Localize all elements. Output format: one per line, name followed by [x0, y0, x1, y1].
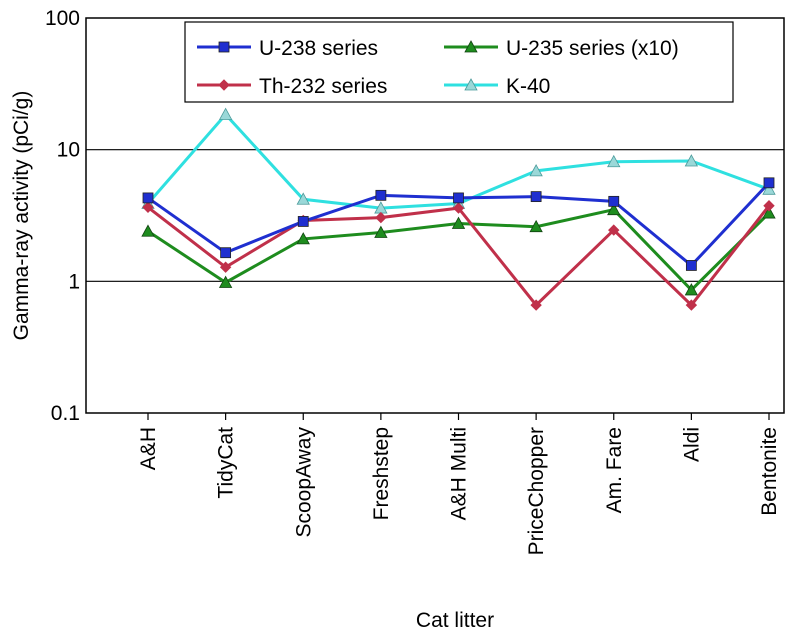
data-point — [453, 192, 464, 204]
legend-marker — [464, 40, 478, 53]
data-point — [763, 177, 775, 189]
data-point — [529, 219, 543, 233]
data-point — [530, 299, 542, 311]
legend-label: K-40 — [506, 75, 550, 98]
y-tick-label: 1 — [68, 270, 80, 293]
x-tick-label: A&H Multi — [448, 427, 471, 520]
x-tick-label: A&H — [137, 427, 160, 470]
data-point — [530, 191, 542, 203]
x-tick-label: Aldi — [680, 427, 703, 462]
data-point — [529, 164, 543, 177]
x-axis-title: Cat litter — [416, 609, 494, 632]
data-point — [141, 224, 155, 237]
data-point — [685, 260, 697, 271]
data-point — [684, 154, 699, 167]
data-point — [142, 192, 154, 204]
legend-label: U-235 series (x10) — [506, 37, 679, 60]
data-point — [607, 154, 621, 168]
y-tick-label: 0.1 — [51, 402, 80, 425]
data-point — [297, 216, 309, 227]
legend-marker — [218, 79, 230, 91]
legend-marker — [464, 78, 478, 91]
legend-item: Th-232 series — [197, 75, 387, 98]
series-layer — [141, 107, 776, 311]
data-point — [374, 225, 388, 238]
data-point — [219, 261, 232, 273]
data-point — [218, 107, 233, 120]
data-point — [142, 201, 154, 214]
data-point — [452, 202, 465, 214]
data-point — [375, 189, 387, 201]
y-tick-label: 10 — [57, 139, 80, 162]
legend-item: U-235 series (x10) — [444, 37, 679, 60]
x-tick-label: ScoopAway — [292, 427, 315, 538]
data-point — [762, 206, 776, 219]
x-tick-labels: A&H TidyCat ScoopAway Freshstep A&H Multi Pri… — [137, 413, 781, 555]
data-point — [296, 232, 310, 245]
data-point — [608, 195, 620, 207]
data-point — [763, 200, 775, 212]
legend-item: U-238 series — [197, 37, 378, 60]
legend-label: Th-232 series — [259, 75, 387, 98]
data-point — [762, 182, 776, 195]
data-point — [296, 192, 310, 205]
data-point — [451, 216, 466, 229]
x-tick-label: Bentonite — [758, 427, 781, 516]
data-point — [220, 247, 232, 259]
legend-item: K-40 — [444, 75, 550, 98]
data-point — [684, 283, 699, 296]
x-tick-label: Freshstep — [370, 427, 393, 520]
y-tick-labels: 0.1 1 10 100 — [45, 7, 80, 425]
data-point — [218, 275, 233, 288]
x-tick-label: Am. Fare — [603, 427, 626, 513]
series-0 — [142, 177, 775, 271]
data-point — [375, 211, 387, 224]
x-tick-label: TidyCat — [215, 427, 238, 499]
gridlines — [86, 149, 784, 282]
y-tick-label: 100 — [45, 7, 80, 30]
legend-box — [184, 21, 734, 103]
data-point — [685, 299, 698, 311]
plot-frame — [85, 17, 785, 414]
y-axis-title: Gamma-ray activity (pCi/g) — [10, 91, 33, 341]
x-tick-label: PriceChopper — [525, 427, 548, 555]
legend: U-238 series Th-232 series U-235 series (x… — [184, 21, 734, 103]
data-point — [608, 224, 620, 236]
data-point — [607, 202, 621, 216]
series-2 — [141, 202, 776, 296]
legend-label: U-238 series — [259, 37, 378, 60]
legend-marker — [218, 41, 230, 53]
